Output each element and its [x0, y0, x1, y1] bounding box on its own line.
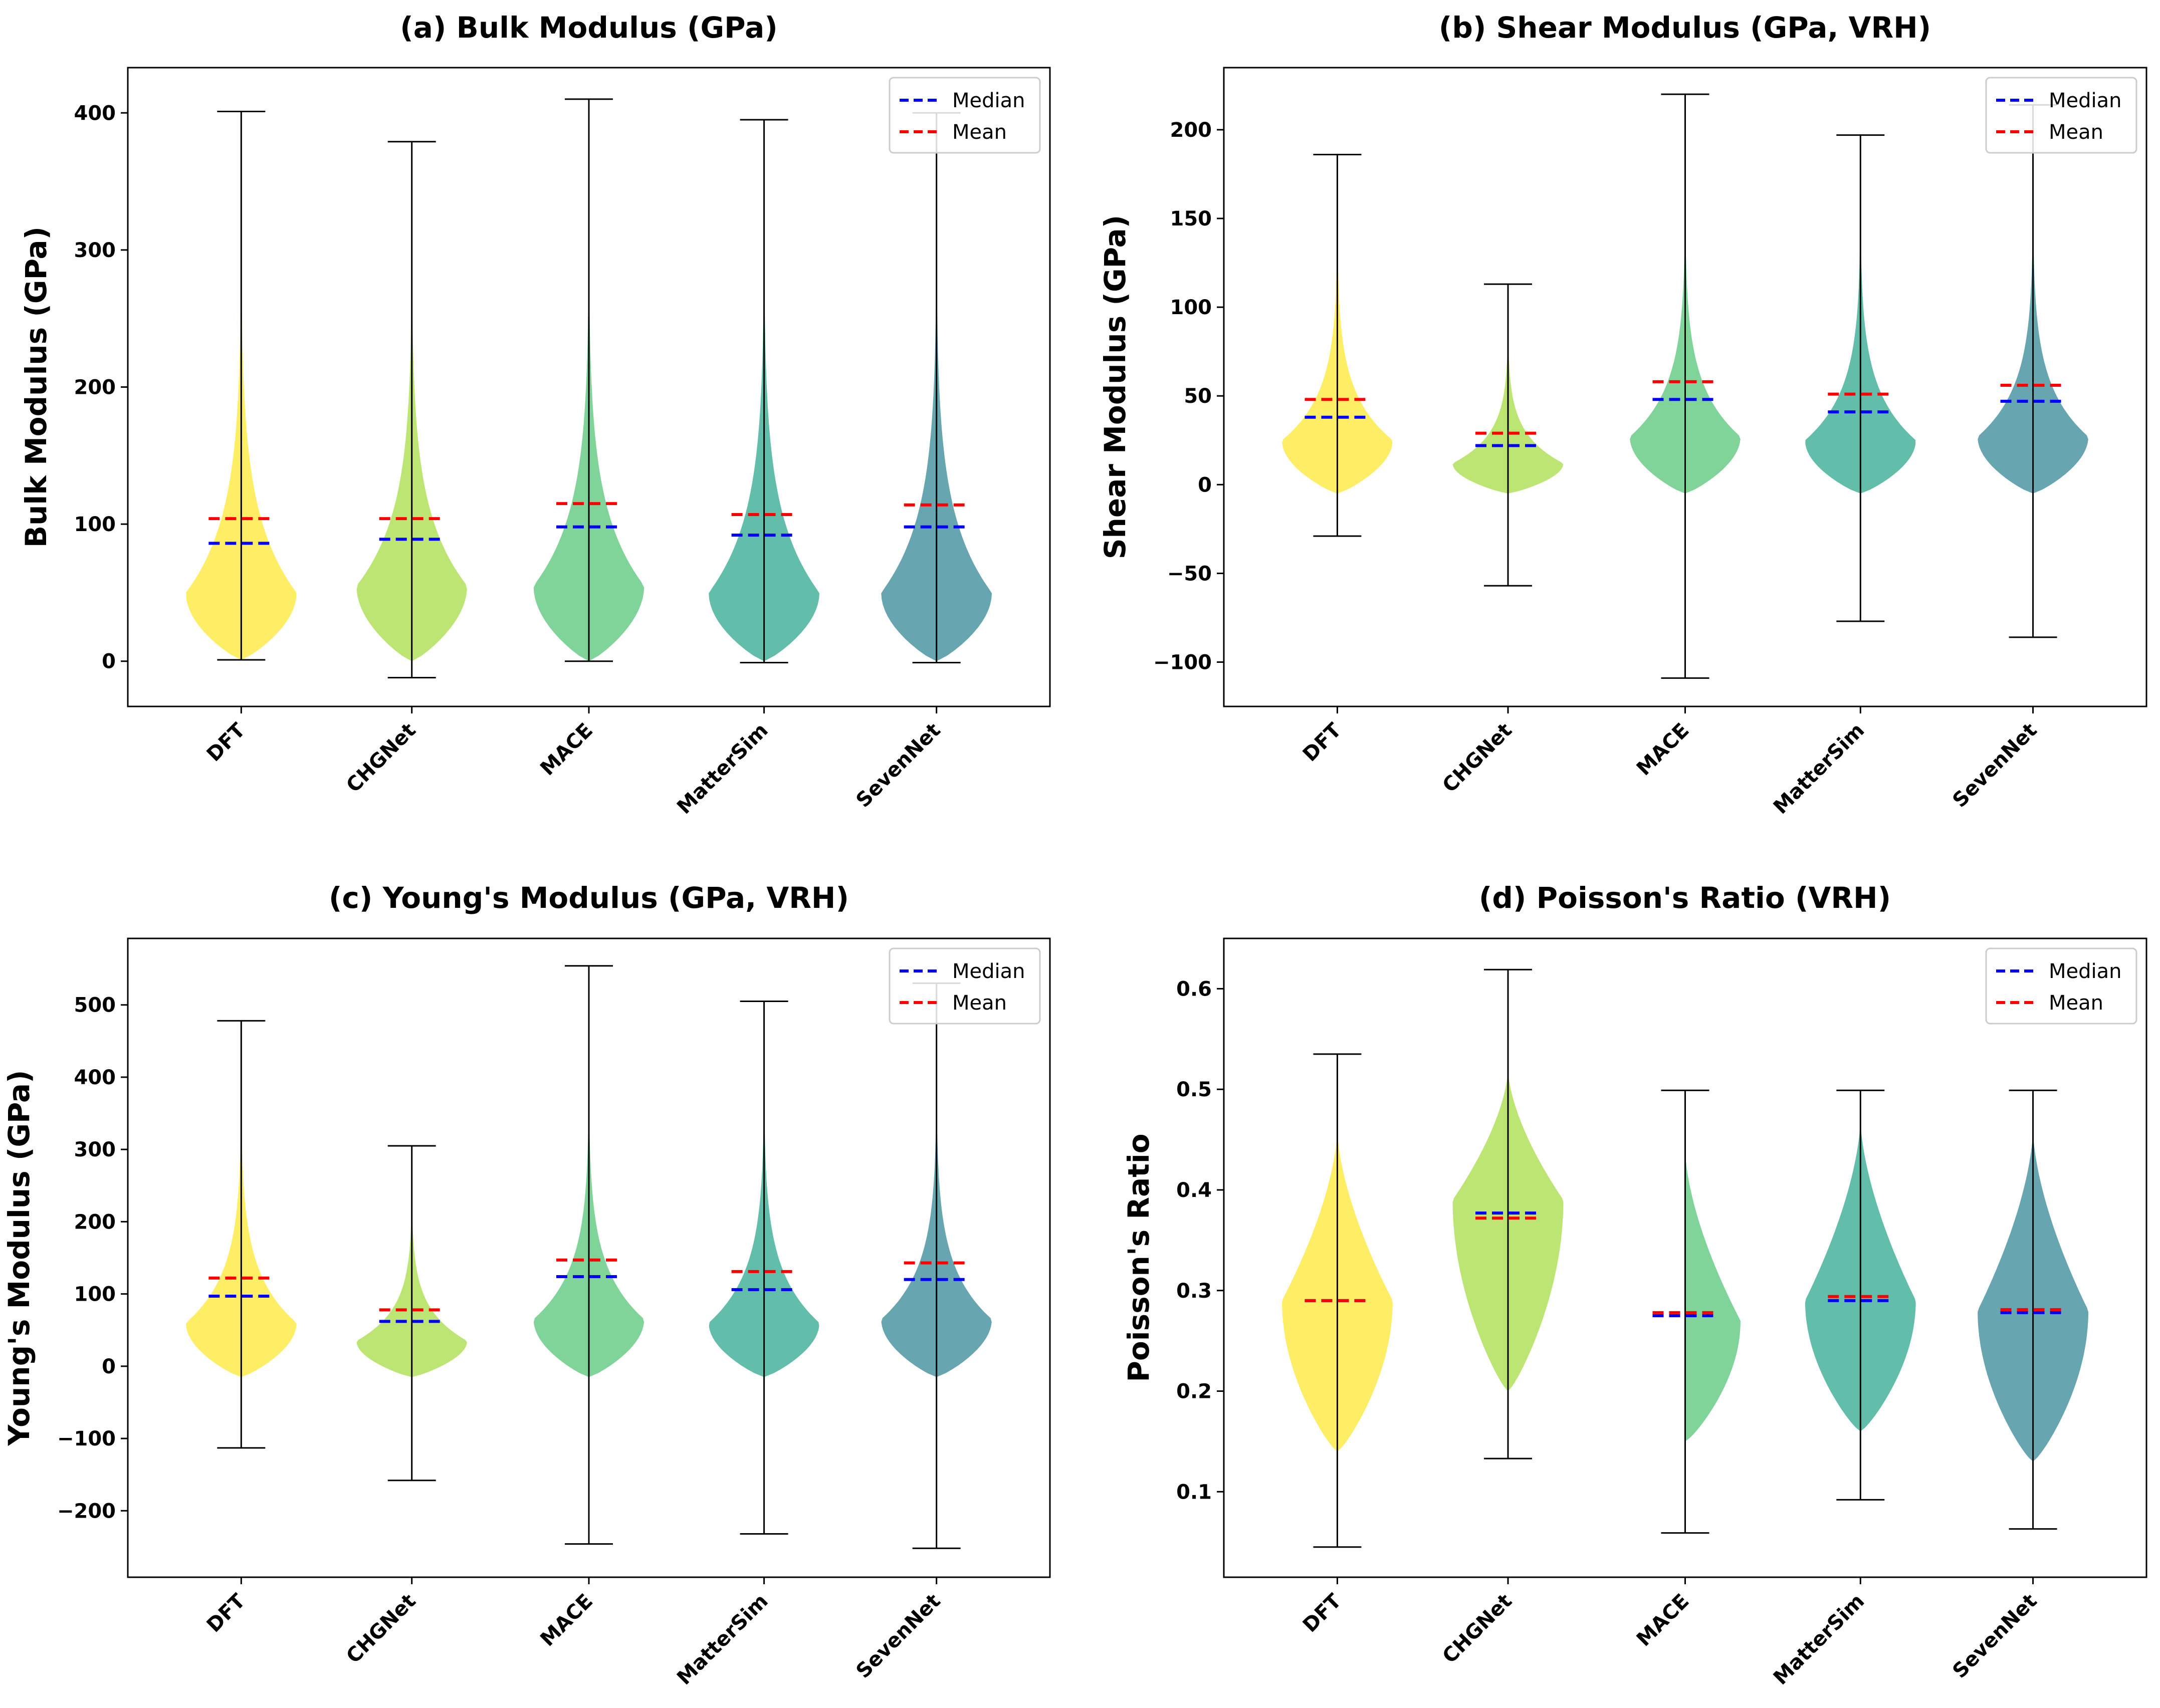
y-tick-label: 0 [1198, 473, 1212, 497]
y-tick-label: −50 [1167, 562, 1212, 585]
y-tick-label: 400 [74, 1066, 116, 1089]
y-axis-label: Young's Modulus (GPa) [2, 1070, 36, 1446]
x-tick-label: SevenNet [852, 719, 945, 812]
legend-box [1985, 947, 2137, 1025]
axes-frame [1223, 67, 2147, 707]
x-tick-label: DFT [1299, 1589, 1346, 1637]
y-tick-label: 100 [74, 1283, 116, 1306]
panel-0: (a) Bulk Modulus (GPa) Bulk Modulus (GPa)… [19, 11, 1051, 819]
x-tick-label: DFT [202, 718, 250, 766]
panel-title: (b) Shear Modulus (GPa, VRH) [1439, 11, 1931, 45]
x-tick-label: CHGNet [1438, 1590, 1517, 1668]
x-tick-label: MACE [536, 1590, 597, 1651]
y-tick-label: 0 [102, 650, 116, 673]
panel-1: (b) Shear Modulus (GPa, VRH) Shear Modulu… [1098, 11, 2147, 819]
y-tick-label: 0.2 [1176, 1380, 1212, 1403]
y-tick-label: 0 [102, 1355, 116, 1378]
x-tick-label: MatterSim [673, 1590, 772, 1689]
legend-box [889, 947, 1041, 1025]
y-tick-label: 500 [74, 994, 116, 1017]
x-tick-label: CHGNet [1438, 719, 1517, 798]
x-tick-label: SevenNet [1948, 1590, 2041, 1683]
y-tick-label: 200 [74, 376, 116, 399]
y-tick-label: 100 [1170, 296, 1212, 319]
panel-3: (d) Poisson's Ratio (VRH) Poisson's Ratio… [1122, 881, 2147, 1689]
y-tick-label: 0.6 [1176, 978, 1212, 1001]
y-tick-label: 400 [74, 102, 116, 125]
panel-title: (d) Poisson's Ratio (VRH) [1479, 881, 1891, 915]
panel-2: (c) Young's Modulus (GPa, VRH) Young's Mo… [2, 881, 1051, 1689]
y-tick-label: 0.1 [1176, 1481, 1212, 1504]
x-tick-label: SevenNet [852, 1590, 945, 1683]
legend-box [889, 77, 1041, 154]
y-tick-label: 300 [74, 239, 116, 262]
axes-frame [127, 67, 1051, 707]
y-tick-label: 0.5 [1176, 1078, 1212, 1101]
x-tick-label: MACE [1632, 1590, 1694, 1651]
y-axis-label: Bulk Modulus (GPa) [19, 226, 53, 548]
y-tick-label: 0.4 [1176, 1179, 1212, 1202]
panel-title: (c) Young's Modulus (GPa, VRH) [329, 881, 849, 915]
legend-mean-label: Mean [2049, 992, 2103, 1015]
y-tick-label: 300 [74, 1138, 116, 1161]
legend-median-label: Median [952, 960, 1025, 983]
y-tick-label: 100 [74, 513, 116, 536]
y-tick-label: 0.3 [1176, 1280, 1212, 1303]
y-axis-label: Poisson's Ratio [1122, 1133, 1156, 1382]
y-tick-label: −100 [57, 1427, 116, 1450]
y-axis-label: Shear Modulus (GPa) [1098, 215, 1132, 559]
legend-mean-label: Mean [2049, 121, 2103, 144]
x-tick-label: CHGNet [342, 1590, 420, 1668]
x-tick-label: MatterSim [1769, 1590, 1869, 1689]
panel-title: (a) Bulk Modulus (GPa) [400, 11, 777, 45]
x-tick-label: CHGNet [342, 719, 420, 798]
x-tick-label: SevenNet [1948, 719, 2041, 812]
x-tick-label: MatterSim [673, 719, 772, 819]
legend-mean-label: Mean [952, 992, 1007, 1015]
legend-median-label: Median [2049, 89, 2122, 112]
x-tick-label: MACE [1632, 719, 1694, 781]
x-tick-label: MACE [536, 719, 597, 781]
legend-median-label: Median [2049, 960, 2122, 983]
legend-box [1985, 77, 2137, 154]
x-tick-label: DFT [202, 1589, 250, 1637]
y-tick-label: −200 [57, 1500, 116, 1523]
x-tick-label: DFT [1299, 718, 1346, 766]
axes-frame [127, 937, 1051, 1578]
legend-mean-label: Mean [952, 121, 1007, 144]
violin-body [1685, 1153, 1741, 1441]
y-tick-label: 50 [1184, 385, 1212, 408]
y-tick-label: 200 [74, 1210, 116, 1234]
x-tick-label: MatterSim [1769, 719, 1869, 819]
y-tick-label: −100 [1153, 651, 1212, 674]
legend-median-label: Median [952, 89, 1025, 112]
y-tick-label: 200 [1170, 119, 1212, 142]
y-tick-label: 150 [1170, 207, 1212, 230]
axes-frame [1223, 937, 2147, 1578]
